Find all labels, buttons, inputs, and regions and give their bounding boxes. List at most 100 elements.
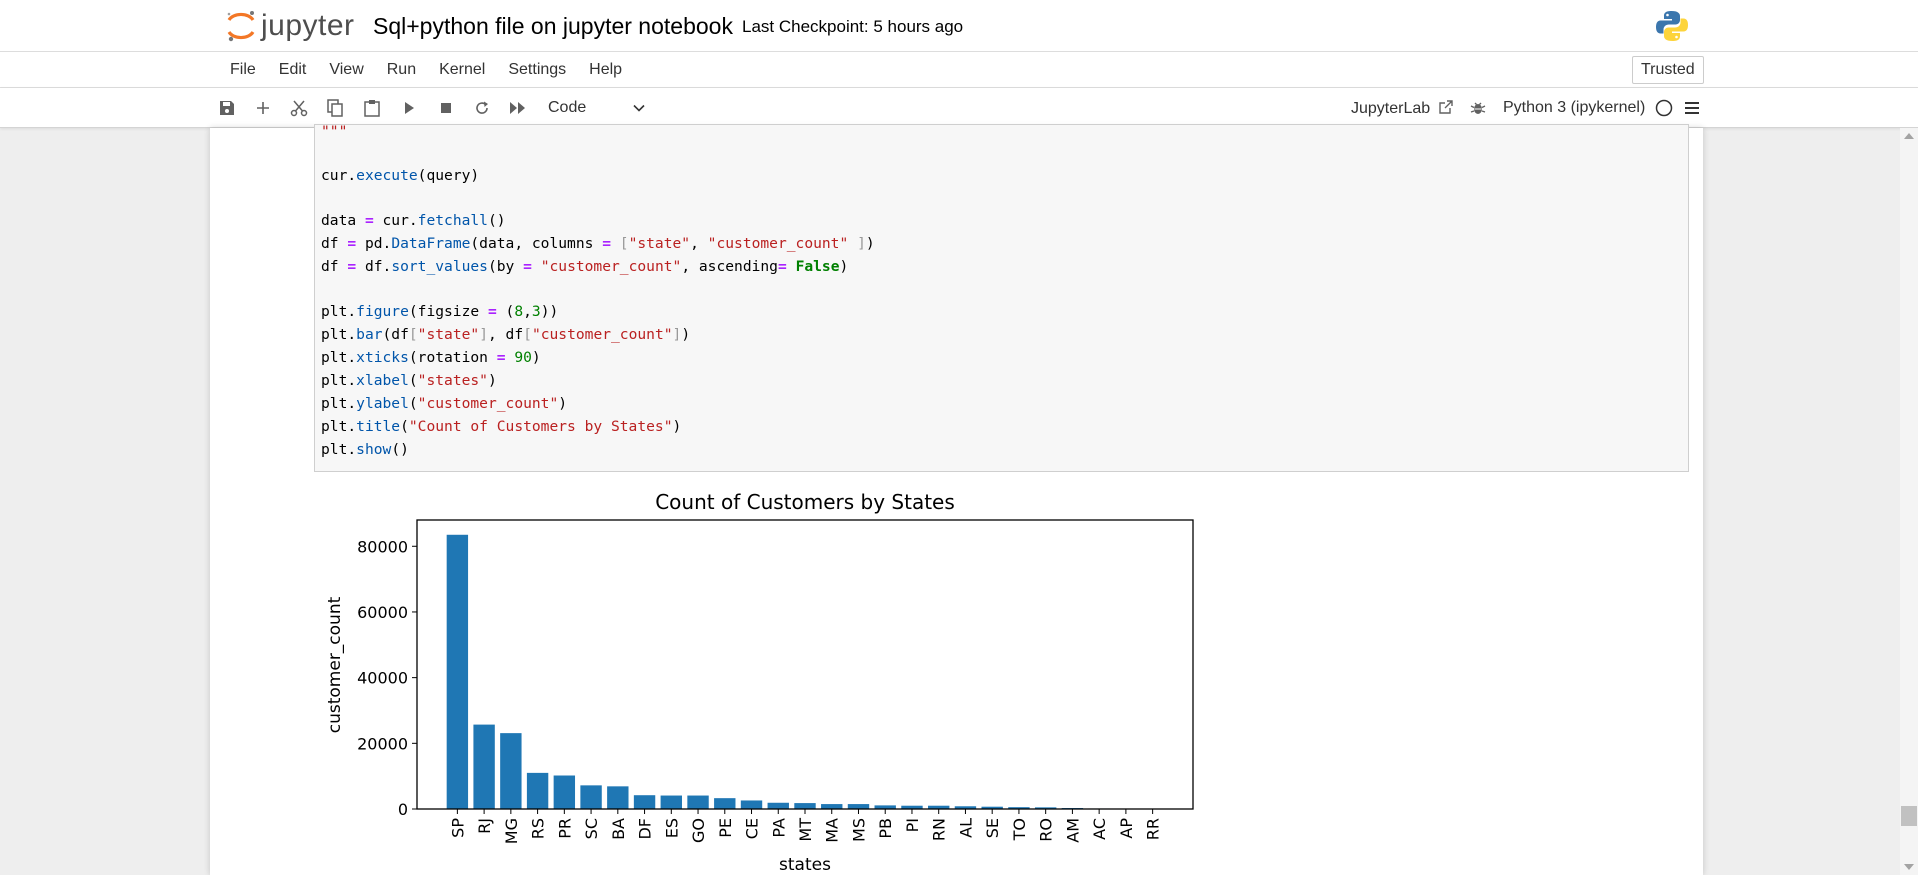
open-jupyterlab-link[interactable]: JupyterLab: [1351, 99, 1454, 118]
chart-y-axis-label: customer_count: [325, 596, 345, 733]
menu-edit[interactable]: Edit: [278, 61, 307, 78]
y-tick-label-40000: 40000: [357, 669, 408, 688]
jupyterlab-label: JupyterLab: [1351, 100, 1431, 117]
menu-kernel[interactable]: Kernel: [439, 61, 486, 78]
external-link-icon: [1438, 100, 1453, 114]
x-tick-label-DF: DF: [636, 818, 655, 840]
x-tick-label-PR: PR: [555, 818, 574, 839]
x-tick-label-TO: TO: [1010, 818, 1029, 841]
bar-PR: [553, 775, 576, 809]
x-tick-label-AL: AL: [956, 818, 975, 838]
code-line-12: plt.xlabel("states"): [321, 372, 497, 389]
cut-icon: [290, 100, 308, 117]
run-button[interactable]: [397, 96, 421, 120]
y-tick-label-60000: 60000: [357, 603, 408, 622]
x-tick-label-SE: SE: [983, 818, 1002, 838]
jupyter-logo[interactable]: jupyter: [225, 6, 355, 46]
vertical-scrollbar[interactable]: [1900, 128, 1918, 875]
bar-PB: [874, 805, 896, 809]
stop-button[interactable]: [434, 96, 458, 120]
x-tick-label-MT: MT: [796, 818, 815, 842]
menu-file[interactable]: File: [230, 61, 256, 78]
trusted-indicator[interactable]: Trusted: [1632, 56, 1704, 84]
kernel-name[interactable]: Python 3 (ipykernel): [1503, 99, 1646, 116]
x-tick-label-AC: AC: [1090, 818, 1109, 840]
python-logo-icon: [1655, 9, 1689, 48]
x-tick-label-BA: BA: [609, 818, 628, 840]
bar-RO: [1034, 807, 1057, 809]
kernel-idle-icon: [1655, 99, 1673, 117]
save-button[interactable]: [215, 96, 239, 120]
x-tick-label-RN: RN: [930, 818, 949, 841]
x-tick-label-GO: GO: [689, 818, 708, 843]
x-tick-label-SC: SC: [582, 818, 601, 839]
x-tick-label-SP: SP: [448, 818, 467, 838]
bar-RJ: [473, 724, 495, 809]
scroll-up-arrow-icon[interactable]: [1903, 131, 1915, 141]
bar-CE: [740, 800, 763, 809]
menu-toggle-button[interactable]: [1680, 96, 1704, 120]
chart-y-ticks: 0 20000 40000 60000 80000: [357, 537, 417, 819]
add-cell-icon: [257, 102, 269, 114]
bar-PA: [767, 802, 789, 809]
restart-button[interactable]: [470, 96, 494, 120]
code-line-10: plt.bar(df["state"], df["customer_count"…: [321, 326, 691, 343]
x-tick-label-RR: RR: [1144, 818, 1163, 840]
code-line-1: """: [321, 123, 348, 140]
x-tick-label-PI: PI: [903, 818, 922, 832]
menu-view[interactable]: View: [329, 61, 364, 78]
scroll-down-arrow-icon[interactable]: [1903, 862, 1915, 872]
bar-MA: [821, 804, 843, 809]
bar-PI: [901, 805, 923, 809]
chart-x-ticks: SP RJ MG RS PR SC BA DF ES GO PE CE PA MT MA MS PB PI RN AL…: [448, 809, 1163, 844]
chart-x-axis-label: states: [779, 855, 831, 875]
chevron-down-icon: [633, 104, 645, 112]
y-tick-label-20000: 20000: [357, 734, 408, 753]
code-line-6: df = pd.DataFrame(data, columns = ["stat…: [321, 235, 875, 252]
paste-button[interactable]: [360, 96, 384, 120]
code-line-9: plt.figure(figsize = (8,3)): [321, 303, 559, 320]
bar-MS: [847, 804, 870, 809]
code-cell-editor[interactable]: """ cur.execute(query) data = cur.fetcha…: [314, 123, 1689, 472]
fast-forward-icon: [510, 102, 525, 114]
menu-settings[interactable]: Settings: [508, 61, 567, 78]
cut-button[interactable]: [287, 96, 311, 120]
menu-run[interactable]: Run: [386, 61, 417, 78]
menu-items: File Edit View Run Kernel Settings Help: [228, 52, 643, 88]
scrollbar-thumb[interactable]: [1901, 806, 1917, 826]
bar-RS: [526, 772, 549, 809]
notebook-title[interactable]: Sql+python file on jupyter notebook: [373, 13, 733, 39]
chart-title: Count of Customers by States: [655, 490, 955, 514]
paste-icon: [364, 100, 380, 117]
x-tick-label-MA: MA: [823, 818, 842, 843]
restart-run-all-button[interactable]: [506, 96, 530, 120]
kernel-status: [1652, 96, 1676, 120]
logo-text: jupyter: [261, 9, 355, 42]
chart-bars: [446, 534, 1164, 809]
notebook-toolbar: Code JupyterLab Python 3 (ipykernel): [0, 88, 1918, 128]
cell-type-label: Code: [548, 99, 587, 116]
menubar: File Edit View Run Kernel Settings Help …: [0, 52, 1918, 88]
code-line-3: cur.execute(query): [321, 167, 480, 184]
bar-TO: [1008, 807, 1030, 809]
menu-help[interactable]: Help: [589, 61, 623, 78]
copy-button[interactable]: [323, 96, 347, 120]
debugger-button[interactable]: [1466, 96, 1490, 120]
bar-AL: [954, 806, 977, 809]
bar-MG: [500, 733, 522, 809]
bar-DF: [633, 795, 656, 809]
code-line-13: plt.ylabel("customer_count"): [321, 395, 568, 412]
x-tick-label-PB: PB: [876, 818, 895, 839]
code-line-15: plt.show(): [321, 441, 409, 458]
y-tick-label-0: 0: [398, 800, 408, 819]
code-line-14: plt.title("Count of Customers by States"…: [321, 418, 682, 435]
copy-icon: [327, 99, 343, 117]
x-tick-label-ES: ES: [662, 818, 681, 838]
cell-type-select[interactable]: Code: [540, 96, 646, 120]
hamburger-menu-icon: [1685, 102, 1699, 114]
save-icon: [220, 101, 234, 115]
bar-SP: [446, 534, 469, 809]
add-cell-button[interactable]: [251, 96, 275, 120]
bar-ES: [660, 795, 682, 809]
x-tick-label-MS: MS: [849, 818, 868, 842]
